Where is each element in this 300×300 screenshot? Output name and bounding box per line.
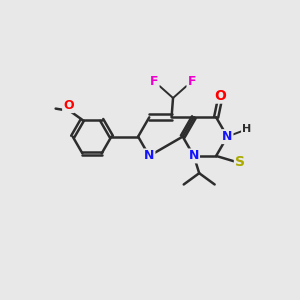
Text: F: F [188,75,196,88]
Text: O: O [214,88,226,103]
Text: F: F [150,75,159,88]
Text: N: N [189,149,199,162]
Text: O: O [63,99,74,112]
Text: S: S [235,155,245,169]
Text: H: H [242,124,251,134]
Text: N: N [144,149,154,162]
Text: N: N [222,130,232,143]
